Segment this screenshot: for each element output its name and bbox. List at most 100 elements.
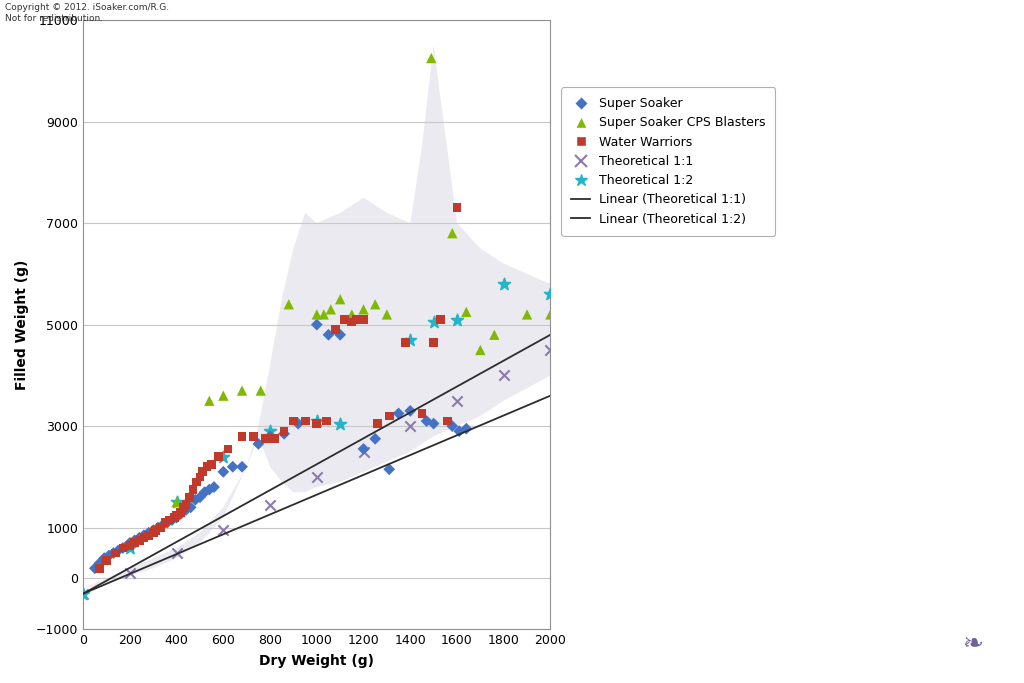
Point bbox=[355, 446, 372, 457]
Point bbox=[250, 438, 266, 449]
Point bbox=[275, 428, 292, 439]
Point bbox=[266, 433, 283, 444]
Point bbox=[390, 408, 407, 419]
Point bbox=[370, 418, 386, 429]
Text: ❧: ❧ bbox=[962, 632, 983, 656]
Point bbox=[105, 548, 122, 559]
Point bbox=[100, 550, 117, 561]
Point bbox=[150, 522, 166, 533]
Point bbox=[164, 514, 180, 525]
Y-axis label: Filled Weight (g): Filled Weight (g) bbox=[15, 260, 29, 390]
Point bbox=[182, 502, 199, 513]
Point bbox=[543, 344, 559, 355]
Point bbox=[397, 337, 414, 348]
Point bbox=[543, 309, 559, 320]
Point bbox=[355, 314, 372, 325]
Point bbox=[145, 527, 162, 538]
Point bbox=[449, 395, 465, 406]
Point bbox=[126, 535, 142, 546]
Point bbox=[184, 484, 201, 495]
Point bbox=[233, 385, 250, 396]
Point bbox=[519, 309, 536, 320]
Point bbox=[110, 545, 126, 556]
Point bbox=[275, 426, 292, 436]
Point bbox=[201, 484, 217, 495]
Point bbox=[122, 542, 138, 553]
Point bbox=[215, 525, 231, 535]
Point bbox=[168, 510, 184, 520]
Point bbox=[75, 588, 91, 599]
Point bbox=[224, 461, 241, 472]
Point bbox=[195, 466, 211, 477]
Point bbox=[444, 227, 461, 238]
Point bbox=[452, 426, 468, 436]
Point bbox=[155, 520, 171, 531]
Point bbox=[181, 492, 198, 503]
Point bbox=[246, 431, 262, 442]
Point bbox=[472, 344, 488, 355]
Point bbox=[323, 304, 339, 315]
Point bbox=[162, 514, 178, 525]
Point bbox=[543, 289, 559, 300]
Point bbox=[262, 499, 279, 510]
Point bbox=[425, 317, 441, 328]
Point bbox=[414, 408, 430, 419]
Point bbox=[136, 532, 153, 543]
Point bbox=[136, 530, 153, 541]
Point bbox=[262, 431, 279, 442]
Point bbox=[172, 507, 188, 518]
Point bbox=[321, 329, 337, 340]
Point bbox=[122, 568, 138, 579]
Point bbox=[140, 530, 157, 541]
Point bbox=[367, 299, 383, 310]
Point bbox=[115, 542, 131, 553]
Point bbox=[308, 471, 325, 482]
Point bbox=[211, 451, 227, 462]
Point bbox=[168, 512, 184, 523]
Point bbox=[449, 202, 465, 213]
Point bbox=[367, 433, 383, 444]
Point bbox=[96, 553, 113, 563]
Point bbox=[180, 492, 197, 503]
Point bbox=[147, 525, 164, 535]
Point bbox=[178, 499, 195, 510]
Point bbox=[317, 415, 334, 426]
Point bbox=[131, 535, 147, 546]
Point bbox=[348, 314, 365, 325]
Point bbox=[233, 431, 250, 442]
Point bbox=[178, 505, 195, 516]
Point bbox=[308, 418, 325, 429]
Point bbox=[344, 309, 360, 320]
Point bbox=[444, 421, 461, 432]
Point bbox=[191, 492, 208, 503]
Point bbox=[257, 433, 273, 444]
Point bbox=[157, 517, 173, 528]
Point bbox=[308, 309, 325, 320]
Point bbox=[159, 517, 175, 528]
Point bbox=[204, 459, 220, 470]
Point bbox=[215, 390, 231, 401]
Point bbox=[206, 482, 222, 492]
Point bbox=[168, 497, 184, 507]
Polygon shape bbox=[83, 45, 551, 589]
Point bbox=[108, 548, 124, 559]
Point bbox=[131, 532, 147, 543]
Point bbox=[355, 304, 372, 315]
Point bbox=[381, 464, 397, 475]
Point bbox=[496, 279, 512, 290]
Point bbox=[297, 415, 313, 426]
Point bbox=[262, 426, 279, 436]
Point bbox=[355, 443, 372, 454]
Point bbox=[122, 538, 138, 548]
Point bbox=[439, 415, 456, 426]
Point bbox=[215, 451, 231, 462]
Point bbox=[332, 294, 348, 305]
Point bbox=[402, 406, 419, 417]
Point bbox=[191, 471, 208, 482]
Point bbox=[402, 335, 419, 346]
Point bbox=[253, 385, 269, 396]
Point bbox=[233, 461, 250, 472]
Point bbox=[419, 415, 435, 426]
Point bbox=[423, 53, 439, 64]
Point bbox=[432, 314, 449, 325]
